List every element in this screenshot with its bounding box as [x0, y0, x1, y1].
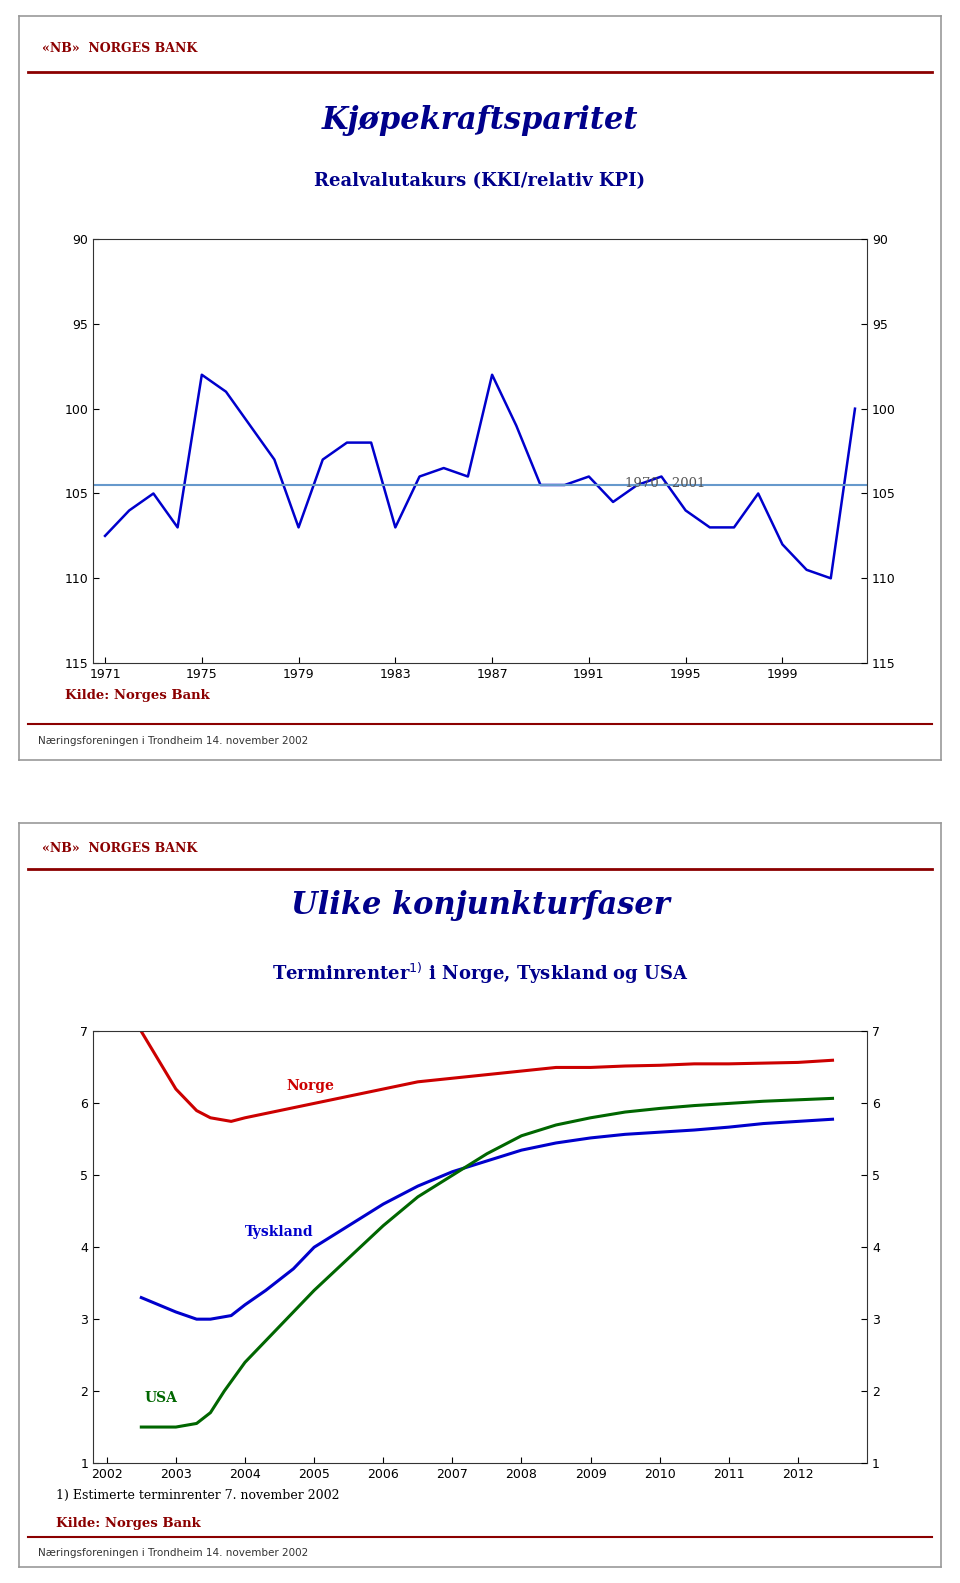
Text: Ulike konjunkturfaser: Ulike konjunkturfaser: [291, 890, 669, 921]
Text: Kilde: Norges Bank: Kilde: Norges Bank: [65, 689, 210, 703]
Text: Næringsforeningen i Trondheim 14. november 2002: Næringsforeningen i Trondheim 14. novemb…: [37, 736, 308, 746]
Text: 1) Estimerte terminrenter 7. november 2002: 1) Estimerte terminrenter 7. november 20…: [56, 1490, 340, 1502]
Text: Kilde: Norges Bank: Kilde: Norges Bank: [56, 1517, 201, 1529]
Text: «NB»  NORGES BANK: «NB» NORGES BANK: [42, 842, 198, 855]
Text: Realvalutakurs (KKI/relativ KPI): Realvalutakurs (KKI/relativ KPI): [315, 173, 645, 190]
Text: Kjøpekraftsparitet: Kjøpekraftsparitet: [322, 104, 638, 136]
Text: Terminrenter$^{1)}$ i Norge, Tyskland og USA: Terminrenter$^{1)}$ i Norge, Tyskland og…: [272, 961, 688, 986]
Text: Næringsforeningen i Trondheim 14. november 2002: Næringsforeningen i Trondheim 14. novemb…: [37, 1548, 308, 1558]
Text: «NB»  NORGES BANK: «NB» NORGES BANK: [42, 41, 198, 55]
